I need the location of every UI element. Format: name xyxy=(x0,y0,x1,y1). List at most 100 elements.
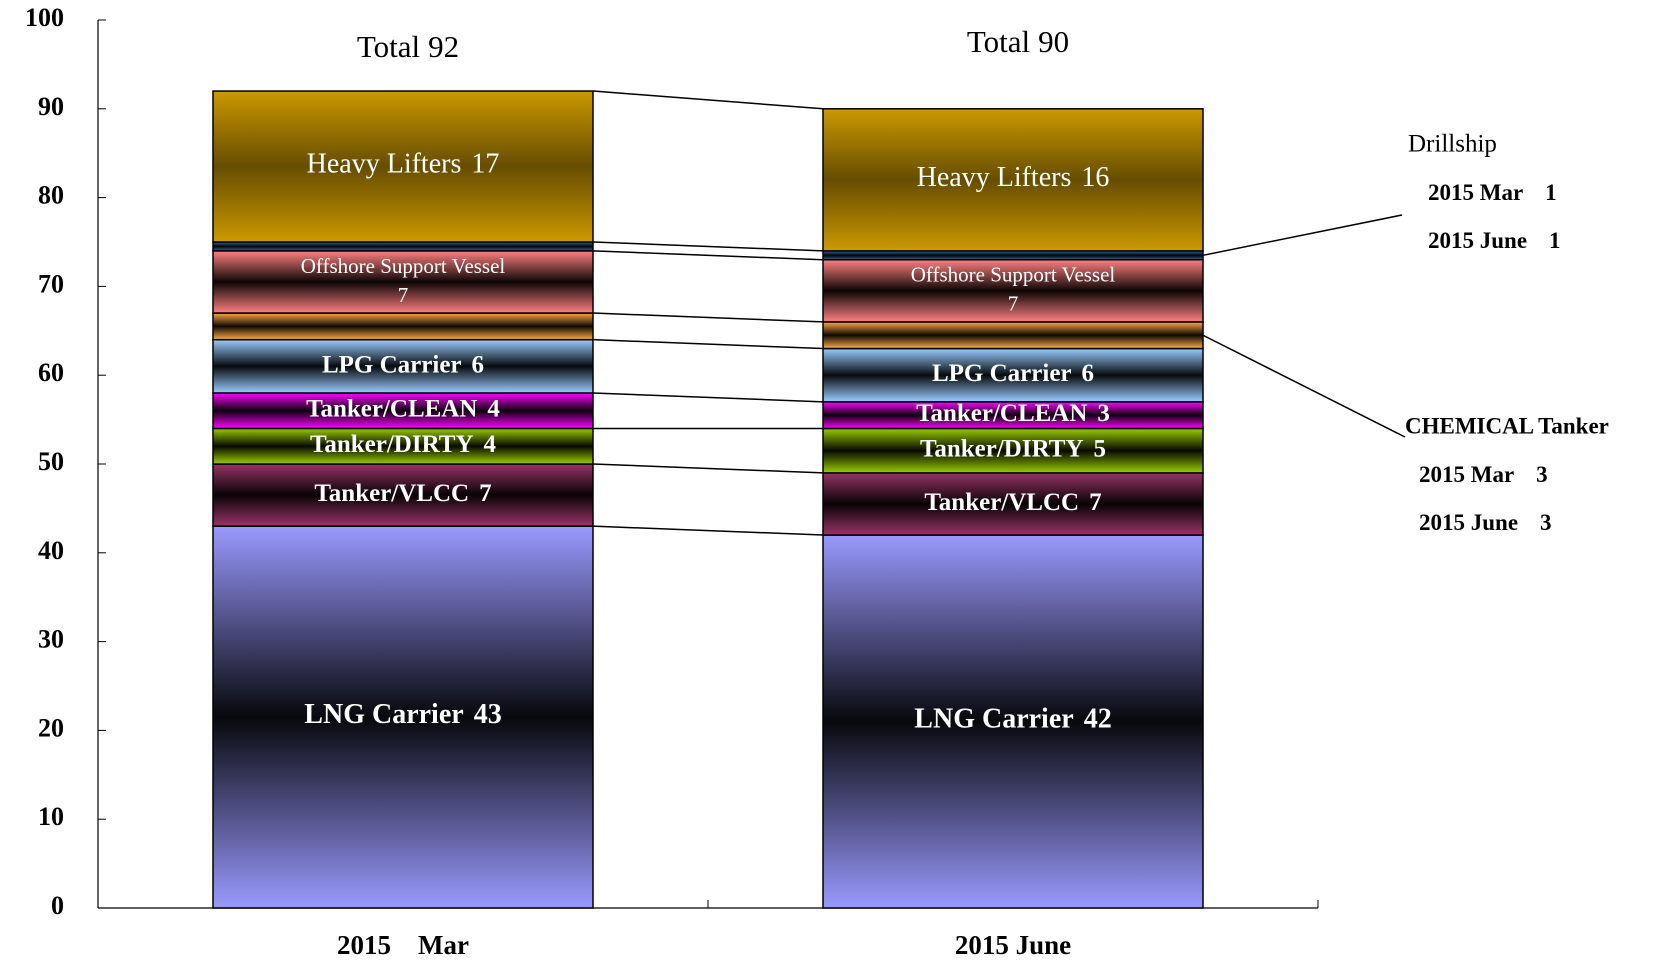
bar-segment xyxy=(212,241,594,252)
bar-segment xyxy=(822,347,1204,403)
segment-value: 7 xyxy=(398,283,409,307)
y-tick-label: 30 xyxy=(38,625,64,654)
connector xyxy=(592,525,824,536)
bar-segment xyxy=(822,259,1204,323)
segment-label: LPG Carrier 6 xyxy=(932,360,1094,387)
bar-segment xyxy=(822,250,1204,261)
segment-name: Heavy Lifters xyxy=(917,162,1072,193)
segment-label: Tanker/DIRTY 5 xyxy=(920,435,1106,462)
bar-segment xyxy=(212,392,594,430)
segment-label: Tanker/CLEAN 3 xyxy=(916,400,1110,427)
total-value: 90 xyxy=(1038,24,1069,59)
segment-value: 4 xyxy=(487,395,500,422)
callout-title: CHEMICAL Tanker xyxy=(1405,413,1609,438)
connector xyxy=(592,312,824,323)
segment-label: Heavy Lifters 17 xyxy=(307,149,500,180)
connector xyxy=(592,463,824,474)
bar-segment xyxy=(822,427,1204,474)
bar-segment xyxy=(212,338,594,394)
segment-name: Tanker/CLEAN xyxy=(306,395,477,422)
total-prefix: Total xyxy=(357,29,420,64)
segment-name: Tanker/DIRTY xyxy=(310,431,474,458)
y-tick-label: 70 xyxy=(38,269,64,298)
segment-label: LNG Carrier 42 xyxy=(914,704,1111,735)
segment-value: 17 xyxy=(471,149,499,180)
segment-label: Tanker/VLCC 7 xyxy=(314,480,491,507)
leader-line xyxy=(1202,334,1406,438)
segment-value: 7 xyxy=(1008,292,1019,316)
bar-segment xyxy=(822,108,1204,252)
total-value: 92 xyxy=(428,29,459,64)
connector xyxy=(592,241,824,252)
bar-segment xyxy=(822,321,1204,350)
callout-value: 3 xyxy=(1540,510,1552,535)
callout-value: 3 xyxy=(1536,462,1548,487)
segment-value: 16 xyxy=(1081,162,1109,193)
y-tick-label: 90 xyxy=(38,92,64,121)
bar-segment xyxy=(822,534,1204,909)
total-prefix: Total xyxy=(967,24,1030,59)
bar-segment xyxy=(212,312,594,341)
callout-line: 2015 June 1 xyxy=(1428,228,1561,253)
segment-value: 43 xyxy=(474,700,502,731)
bar-segment xyxy=(212,250,594,314)
segment-value: 5 xyxy=(1094,435,1107,462)
total-label: Total 90 xyxy=(967,24,1069,59)
connector xyxy=(592,90,824,110)
segment-name: LNG Carrier xyxy=(914,704,1073,735)
segment-name: Heavy Lifters xyxy=(307,149,462,180)
y-tick-label: 20 xyxy=(38,713,64,742)
segment-label: LPG Carrier 6 xyxy=(322,351,484,378)
connector xyxy=(592,338,824,350)
connector xyxy=(592,392,824,403)
callout-line: 2015 June 3 xyxy=(1419,510,1552,535)
segment-name: LNG Carrier xyxy=(304,700,463,731)
connector xyxy=(592,250,824,261)
total-label: Total 92 xyxy=(357,29,459,64)
callout-label: 2015 June xyxy=(1428,228,1527,253)
x-tick-label: 2015 Mar xyxy=(337,930,469,960)
y-tick-label: 50 xyxy=(38,447,64,476)
segment-label: Offshore Support Vessel xyxy=(301,254,506,278)
segment-label: LNG Carrier 43 xyxy=(304,700,501,731)
segment-value: 42 xyxy=(1084,704,1112,735)
segment-name: Tanker/CLEAN xyxy=(916,400,1087,427)
y-tick-label: 100 xyxy=(25,3,64,32)
bar-segment xyxy=(212,525,594,909)
bar-segment xyxy=(822,401,1204,430)
segment-value: 6 xyxy=(1082,360,1095,387)
segment-name: LPG Carrier xyxy=(932,360,1072,387)
segment-label: Offshore Support Vessel xyxy=(911,263,1116,287)
y-tick-label: 80 xyxy=(38,181,64,210)
segment-value: 6 xyxy=(472,351,485,378)
y-tick-label: 10 xyxy=(38,802,64,831)
x-tick-label: 2015 June xyxy=(955,930,1071,960)
segment-label: Tanker/CLEAN 4 xyxy=(306,395,500,422)
callout-label: 2015 Mar xyxy=(1428,180,1523,205)
segment-value: 7 xyxy=(479,480,492,507)
segment-value: 4 xyxy=(484,431,497,458)
segment-label: Tanker/VLCC 7 xyxy=(924,489,1101,516)
bar-segment xyxy=(212,427,594,465)
callout-line: 2015 Mar 3 xyxy=(1419,462,1548,487)
y-tick-label: 40 xyxy=(38,536,64,565)
segment-name: Tanker/VLCC xyxy=(314,480,469,507)
callout-line: 2015 Mar 1 xyxy=(1428,180,1557,205)
callout-value: 1 xyxy=(1549,228,1561,253)
segment-label: Tanker/DIRTY 4 xyxy=(310,431,497,458)
callout-title: Drillship xyxy=(1408,131,1497,158)
segment-name: LPG Carrier xyxy=(322,351,462,378)
y-tick-label: 60 xyxy=(38,358,64,387)
segment-value: 7 xyxy=(1089,489,1102,516)
callout-value: 1 xyxy=(1545,180,1557,205)
segment-name: Tanker/VLCC xyxy=(924,489,1079,516)
segment-label: Heavy Lifters 16 xyxy=(917,162,1110,193)
segment-name: Tanker/DIRTY xyxy=(920,435,1084,462)
leader-line xyxy=(1202,214,1403,257)
y-tick-label: 0 xyxy=(51,891,64,920)
segment-value: 3 xyxy=(1097,400,1110,427)
bar-segment xyxy=(212,463,594,527)
callout-label: 2015 June xyxy=(1419,510,1518,535)
callout-label: 2015 Mar xyxy=(1419,462,1514,487)
